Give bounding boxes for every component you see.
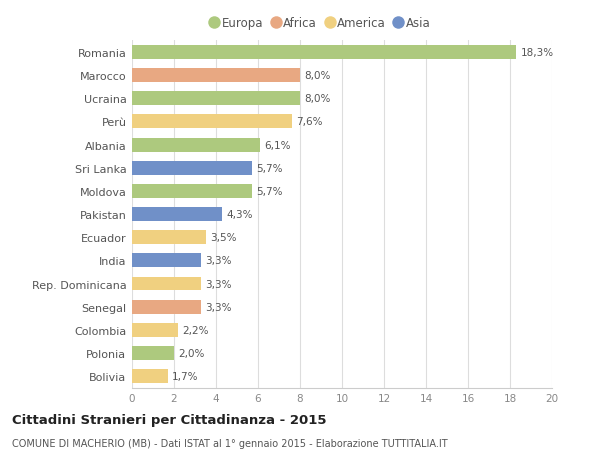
Bar: [132, 185, 252, 198]
Text: 3,3%: 3,3%: [205, 279, 232, 289]
Text: 3,3%: 3,3%: [205, 256, 232, 266]
Bar: [132, 300, 202, 314]
Text: Cittadini Stranieri per Cittadinanza - 2015: Cittadini Stranieri per Cittadinanza - 2…: [12, 413, 326, 426]
Bar: [132, 162, 252, 175]
Text: 2,0%: 2,0%: [178, 348, 205, 358]
Bar: [132, 46, 516, 60]
Text: 3,3%: 3,3%: [205, 302, 232, 312]
Bar: [132, 69, 300, 83]
Bar: [132, 115, 292, 129]
Text: 3,5%: 3,5%: [210, 233, 236, 243]
Text: 2,2%: 2,2%: [182, 325, 209, 335]
Bar: [132, 323, 178, 337]
Bar: [132, 346, 174, 360]
Text: 6,1%: 6,1%: [264, 140, 291, 150]
Text: 7,6%: 7,6%: [296, 117, 322, 127]
Text: 5,7%: 5,7%: [256, 186, 283, 196]
Text: 8,0%: 8,0%: [304, 71, 331, 81]
Text: COMUNE DI MACHERIO (MB) - Dati ISTAT al 1° gennaio 2015 - Elaborazione TUTTITALI: COMUNE DI MACHERIO (MB) - Dati ISTAT al …: [12, 438, 448, 448]
Text: 18,3%: 18,3%: [521, 48, 554, 58]
Bar: [132, 277, 202, 291]
Bar: [132, 254, 202, 268]
Text: 5,7%: 5,7%: [256, 163, 283, 174]
Bar: [132, 92, 300, 106]
Legend: Europa, Africa, America, Asia: Europa, Africa, America, Asia: [209, 14, 433, 32]
Bar: [132, 207, 223, 222]
Text: 1,7%: 1,7%: [172, 371, 199, 381]
Text: 4,3%: 4,3%: [227, 210, 253, 219]
Bar: [132, 138, 260, 152]
Text: 8,0%: 8,0%: [304, 94, 331, 104]
Bar: [132, 231, 205, 245]
Bar: [132, 369, 168, 383]
